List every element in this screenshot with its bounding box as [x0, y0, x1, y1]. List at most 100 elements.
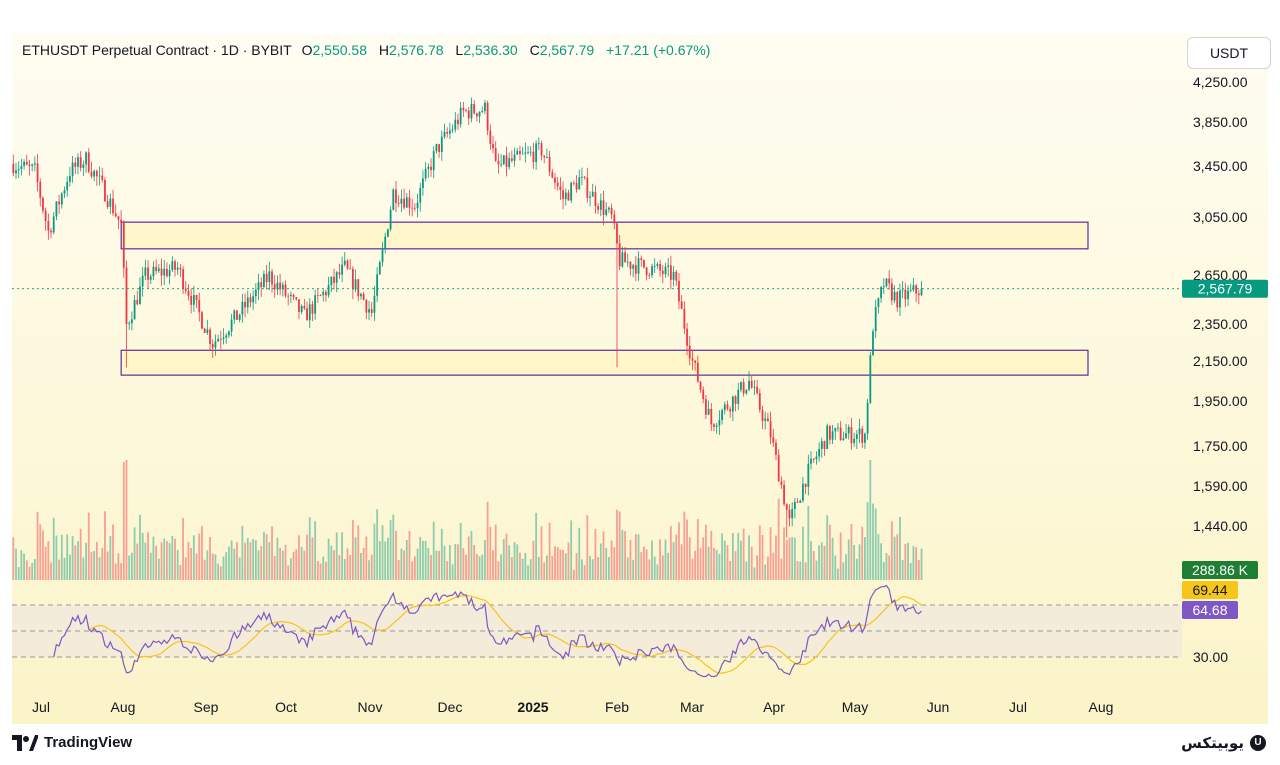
- candle-body: [85, 152, 87, 165]
- candle-body: [82, 164, 85, 168]
- volume-bar: [500, 554, 502, 580]
- candle-body: [198, 300, 201, 313]
- volume-bar: [373, 523, 376, 580]
- volume-bar: [430, 554, 432, 580]
- candle-body: [750, 380, 753, 388]
- volume-bar: [785, 540, 788, 580]
- volume-bar: [222, 556, 225, 580]
- volume-bar: [616, 509, 618, 580]
- candle-body: [675, 271, 678, 281]
- candle-body: [489, 130, 492, 144]
- volume-bar: [710, 530, 713, 580]
- currency-button[interactable]: USDT: [1187, 37, 1271, 69]
- volume-bar: [634, 534, 637, 580]
- volume-bar: [225, 552, 228, 580]
- candle-body: [546, 157, 548, 158]
- candle-body: [505, 155, 508, 168]
- candle-body: [71, 162, 74, 177]
- y-tick-label: 1,750.00: [1193, 438, 1248, 454]
- volume-bar: [66, 534, 69, 580]
- volume-bar: [74, 545, 77, 580]
- candle-body: [346, 260, 349, 269]
- brand-mark-icon: U: [1250, 735, 1266, 751]
- volume-bar: [556, 547, 559, 580]
- volume-bar: [268, 542, 271, 580]
- candle-body: [737, 389, 740, 404]
- x-tick-label: 2025: [517, 699, 548, 715]
- candle-body: [777, 454, 780, 482]
- candle-body: [718, 420, 721, 426]
- volume-bar: [93, 550, 96, 580]
- volume-bar: [621, 529, 624, 580]
- candle-body: [734, 396, 737, 404]
- candle-body: [171, 261, 174, 271]
- rsi-ma-label: 69.44: [1192, 582, 1227, 598]
- candle-body: [880, 287, 882, 299]
- candle-body: [365, 299, 368, 313]
- volume-bar: [802, 526, 804, 580]
- candle-body: [691, 358, 694, 361]
- volume-bar: [877, 534, 880, 580]
- candle-body: [209, 329, 211, 344]
- volume-bar: [52, 517, 55, 580]
- volume-bar: [791, 537, 794, 580]
- volume-bar: [524, 552, 527, 580]
- volume-bar: [457, 544, 459, 580]
- candle-body: [815, 456, 818, 460]
- volume-bar: [357, 525, 360, 580]
- volume-bar: [748, 535, 750, 580]
- volume-bar: [694, 550, 697, 580]
- candle-body: [478, 112, 481, 117]
- volume-bar: [535, 512, 538, 580]
- candle-body: [249, 297, 252, 303]
- candle-body: [311, 304, 314, 314]
- volume-bar: [602, 531, 605, 580]
- volume-bar: [686, 519, 688, 580]
- candle-body: [839, 427, 842, 440]
- volume-bar: [880, 543, 882, 580]
- candle-body: [206, 329, 209, 333]
- y-tick-label: 1,440.00: [1193, 518, 1248, 534]
- candle-body: [114, 213, 117, 217]
- candle-body: [432, 151, 435, 171]
- volume-bar: [591, 559, 594, 580]
- candle-body: [357, 279, 360, 297]
- candle-body: [104, 179, 106, 202]
- candle-body: [731, 396, 734, 412]
- volume-bar: [201, 526, 203, 580]
- volume-bar: [149, 552, 152, 580]
- volume-bar: [696, 519, 699, 580]
- volume-bar: [147, 532, 149, 580]
- volume-bar: [688, 537, 691, 580]
- volume-bar: [419, 536, 422, 580]
- volume-bar: [707, 546, 710, 580]
- x-tick-label: Oct: [275, 699, 297, 715]
- volume-bar: [783, 527, 785, 580]
- volume-bar: [532, 540, 535, 580]
- candle-body: [128, 323, 131, 324]
- tradingview-logo[interactable]: TradingView: [12, 734, 132, 751]
- x-tick-label: Jul: [32, 699, 50, 715]
- volume-bar: [820, 542, 823, 580]
- candle-body: [664, 266, 667, 275]
- zones-layer: [120, 221, 1089, 376]
- volume-bar: [176, 550, 179, 580]
- candle-body: [136, 300, 139, 305]
- volume-bar: [195, 553, 198, 580]
- volume-bar: [58, 559, 61, 580]
- candle-body: [252, 296, 255, 303]
- candle-body: [607, 207, 610, 210]
- candle-body: [424, 168, 427, 179]
- candle-body: [764, 418, 767, 421]
- candle-body: [618, 243, 621, 267]
- candle-body: [874, 307, 877, 332]
- candle-body: [42, 197, 44, 211]
- candle-body: [659, 264, 661, 271]
- volume-bar: [885, 553, 888, 580]
- volume-bar: [424, 540, 427, 580]
- candle-body: [325, 291, 327, 296]
- volume-bar: [508, 545, 511, 580]
- volume-bar: [114, 563, 117, 580]
- candle-body: [438, 144, 441, 152]
